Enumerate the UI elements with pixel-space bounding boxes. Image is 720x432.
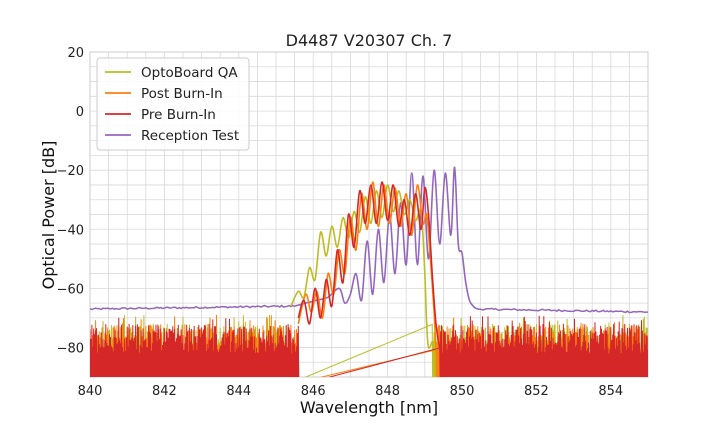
x-tick-label: 844 bbox=[226, 384, 251, 399]
series-line bbox=[294, 166, 478, 310]
legend-item: Post Burn-In bbox=[105, 86, 223, 102]
x-tick-label: 842 bbox=[152, 384, 177, 399]
legend-box bbox=[96, 57, 250, 151]
y-tick-label: 0 bbox=[76, 105, 84, 120]
y-tick-label: −20 bbox=[57, 164, 84, 179]
series-line bbox=[297, 181, 441, 348]
legend-label: OptoBoard QA bbox=[141, 65, 238, 81]
series-line bbox=[297, 181, 437, 348]
noise-floor bbox=[90, 315, 648, 377]
x-tick-label: 846 bbox=[301, 384, 326, 399]
x-axis-label: Wavelength [nm] bbox=[300, 398, 438, 417]
y-tick-label: −80 bbox=[57, 341, 84, 356]
series-pre-burn-in bbox=[90, 181, 648, 377]
y-axis-label: Optical Power [dB] bbox=[39, 141, 58, 290]
plot-area bbox=[90, 166, 648, 377]
floor-line bbox=[476, 307, 648, 314]
y-tick-label: −60 bbox=[57, 282, 84, 297]
x-tick-label: 852 bbox=[524, 384, 549, 399]
legend-item: Pre Burn-In bbox=[105, 107, 216, 123]
legend-label: Post Burn-In bbox=[141, 86, 223, 102]
y-tick-label: 20 bbox=[67, 46, 84, 61]
x-tick-label: 848 bbox=[375, 384, 400, 399]
y-tick-label: −40 bbox=[57, 223, 84, 238]
legend-item: OptoBoard QA bbox=[105, 65, 238, 81]
legend-label: Pre Burn-In bbox=[141, 107, 216, 123]
x-tick-label: 854 bbox=[598, 384, 623, 399]
plot-frame bbox=[89, 51, 649, 378]
x-tick-label: 840 bbox=[78, 384, 103, 399]
legend: OptoBoard QA Post Burn-In Pre Burn-In Recep… bbox=[96, 57, 250, 151]
series-reception-test bbox=[90, 166, 648, 314]
y-tick-labels: 20 0 −20 −40 −60 −80 bbox=[57, 46, 84, 356]
legend-label: Reception Test bbox=[141, 128, 239, 144]
chart-title: D4487 V20307 Ch. 7 bbox=[286, 31, 453, 50]
x-tick-label: 850 bbox=[450, 384, 475, 399]
x-tick-labels: 840 842 844 846 848 850 852 854 bbox=[78, 384, 624, 399]
floor-line bbox=[90, 304, 295, 311]
legend-item: Reception Test bbox=[105, 128, 239, 144]
